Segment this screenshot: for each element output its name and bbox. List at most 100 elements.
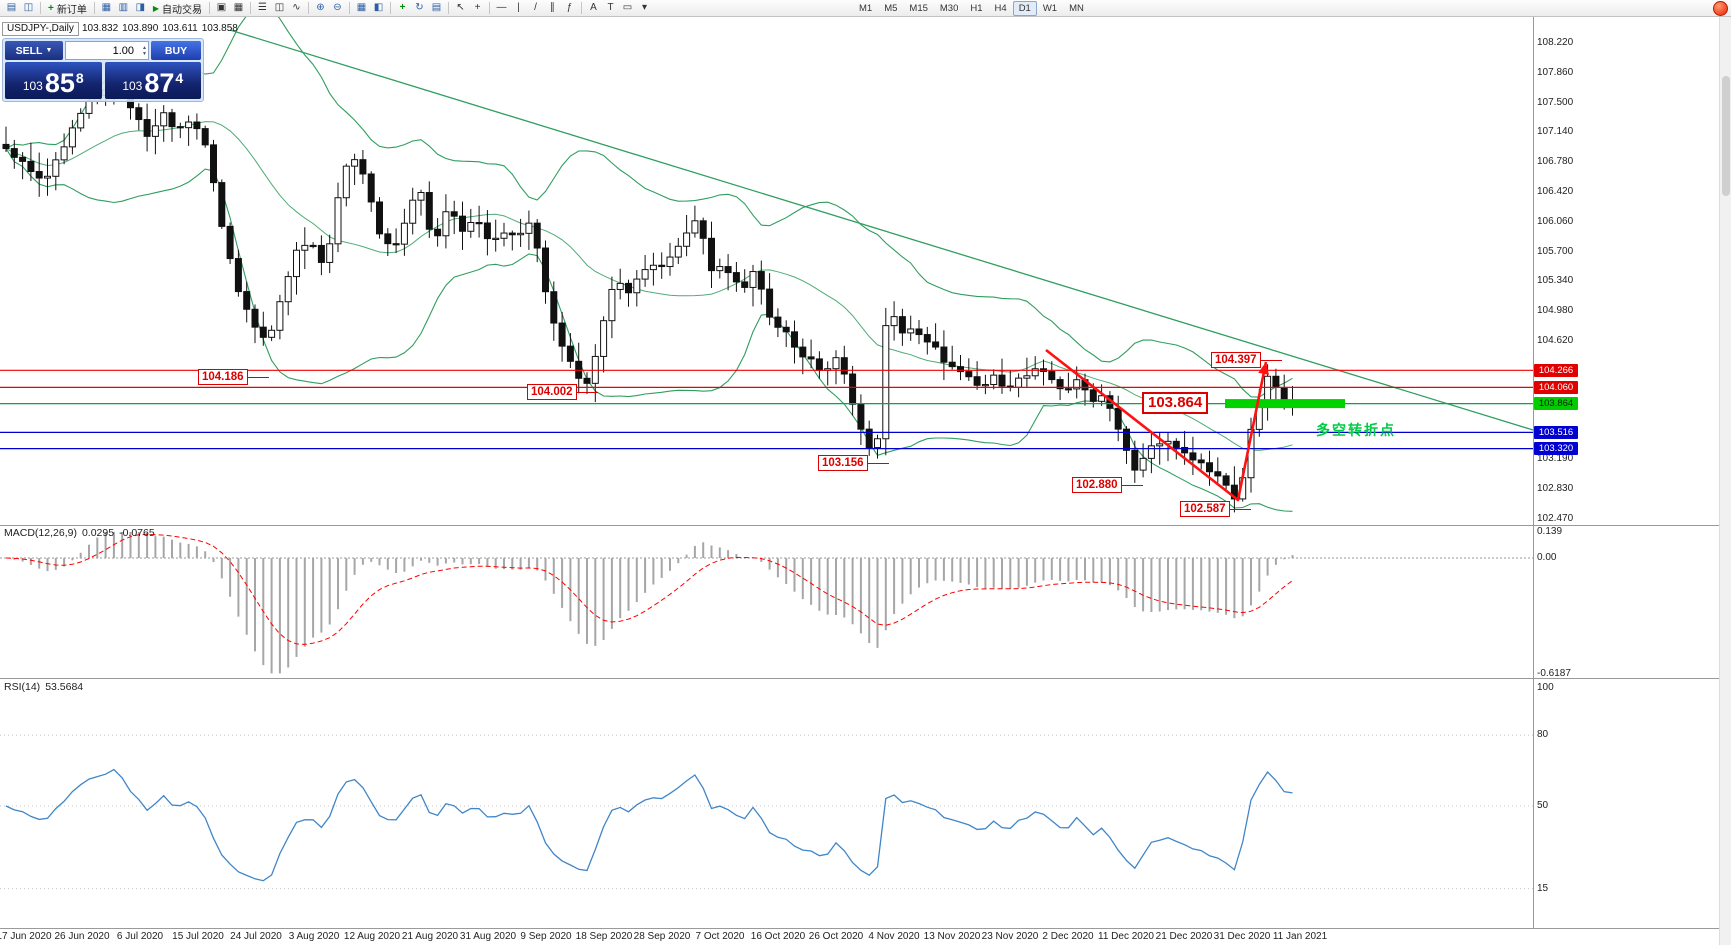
timeframe-m1-button[interactable]: M1 xyxy=(859,2,873,14)
buy-price-figure: 103 xyxy=(122,79,143,93)
buy-price-button[interactable]: 103 87 4 xyxy=(104,62,201,99)
price-callout[interactable]: 104.186 xyxy=(198,369,268,385)
label-tool-icon[interactable]: T xyxy=(607,2,614,13)
data-window-icon[interactable]: ▥ xyxy=(118,2,129,13)
price-axis-tag: 104.266 xyxy=(1534,363,1578,377)
new-order-button[interactable]: + 新订单 xyxy=(44,1,91,16)
notification-icon[interactable] xyxy=(1713,1,1728,16)
tile-windows-icon[interactable]: ▦ xyxy=(233,2,244,13)
date-axis-label: 21 Dec 2020 xyxy=(1155,931,1213,942)
cursor-tool-icon[interactable]: ↖ xyxy=(456,2,465,13)
candles xyxy=(2,67,1296,513)
toolbar-separator xyxy=(40,2,41,14)
cascade-windows-icon[interactable]: ▣ xyxy=(216,2,227,13)
line-chart-type-icon[interactable]: ∿ xyxy=(292,2,301,13)
date-axis-label: 12 Aug 2020 xyxy=(343,931,401,942)
chart-profiles-icon[interactable]: ◫ xyxy=(23,2,34,13)
price-callout[interactable]: 103.156 xyxy=(818,455,888,471)
templates-icon[interactable]: ▤ xyxy=(431,2,442,13)
market-watch-icon[interactable]: ▦ xyxy=(101,2,112,13)
chart-symbol-tab[interactable]: USDJPY-,Daily xyxy=(2,22,79,36)
rsi-indicator-label: RSI(14) 53.5684 xyxy=(4,681,88,693)
candlestick-chart-type-icon[interactable]: ◫ xyxy=(274,2,285,13)
new-chart-icon[interactable]: ▤ xyxy=(6,2,17,13)
price-callout[interactable]: 102.880 xyxy=(1072,477,1142,493)
price-callout[interactable]: 102.587 xyxy=(1180,501,1250,517)
sell-price-button[interactable]: 103 85 8 xyxy=(5,62,102,99)
price-callout[interactable]: 104.002 xyxy=(527,384,597,400)
timeframe-mn-button[interactable]: MN xyxy=(1069,2,1084,14)
rsi-axis-label: 80 xyxy=(1537,729,1549,741)
timeframe-w1-button[interactable]: W1 xyxy=(1042,2,1058,14)
timeframe-d1-button[interactable]: D1 xyxy=(1012,0,1037,16)
fibonacci-tool-icon[interactable]: ƒ xyxy=(566,2,573,13)
toolbar-separator xyxy=(308,2,309,14)
crosshair-tool-icon[interactable]: + xyxy=(474,2,481,13)
toolbar: ▤ ◫ + 新订单 ▦ ▥ ◨ ▶ 自动交易 ▣ ▦ ☰ ◫ ∿ ⊕ ⊖ ▦ ◧ +… xyxy=(0,0,1731,17)
trendline-tool-icon[interactable]: / xyxy=(534,2,537,13)
navigator-icon[interactable]: ◨ xyxy=(135,2,146,13)
scrollbar-thumb[interactable] xyxy=(1722,76,1730,196)
macd-main-value: 0.0295 xyxy=(81,527,115,539)
rsi-line-group xyxy=(0,734,1533,890)
volume-input[interactable] xyxy=(66,43,148,58)
toolbar-separator xyxy=(390,2,391,14)
timeframe-h4-button[interactable]: H4 xyxy=(994,2,1007,14)
plus-icon: + xyxy=(48,2,54,14)
bar-chart-type-icon[interactable]: ☰ xyxy=(258,2,267,13)
indicators-icon[interactable]: + xyxy=(399,2,406,13)
horizontal-levels xyxy=(0,369,1533,450)
price-callout[interactable]: 103.864 xyxy=(1142,392,1209,414)
arrange-charts-icon[interactable]: ◧ xyxy=(373,2,384,13)
vertical-scrollbar[interactable] xyxy=(1719,16,1731,945)
shapes-tool-icon[interactable]: ▭ xyxy=(622,2,633,13)
date-axis-label: 2 Dec 2020 xyxy=(1042,931,1094,942)
timeframe-m5-button[interactable]: M5 xyxy=(884,2,898,14)
timeframe-m15-button[interactable]: M15 xyxy=(909,2,928,14)
text-tool-icon[interactable]: A xyxy=(590,2,597,13)
auto-trade-button[interactable]: ▶ 自动交易 xyxy=(149,1,206,16)
zoom-in-icon[interactable]: ⊕ xyxy=(316,2,325,13)
high-value: 103.890 xyxy=(122,23,159,34)
buy-button[interactable]: BUY xyxy=(151,41,201,60)
zoom-out-icon[interactable]: ⊖ xyxy=(333,2,342,13)
date-axis-label: 18 Sep 2020 xyxy=(575,931,633,942)
macd-signal-line xyxy=(5,533,1293,645)
sell-button[interactable]: SELL ▼ xyxy=(5,41,63,60)
arrows-dropdown-icon[interactable]: ▾ xyxy=(641,2,648,13)
trend-arrow xyxy=(1045,348,1269,502)
volume-field[interactable]: ▲▼ xyxy=(65,41,149,60)
volume-stepper[interactable]: ▲ ▼ xyxy=(142,42,147,59)
date-axis-label: 17 Jun 2020 xyxy=(0,931,52,942)
date-axis-label: 31 Aug 2020 xyxy=(459,931,517,942)
channel-tool-icon[interactable]: ∥ xyxy=(550,2,555,13)
price-axis-label: 107.140 xyxy=(1537,126,1574,138)
step-down-icon[interactable]: ▼ xyxy=(142,50,147,57)
price-axis-label: 108.220 xyxy=(1537,37,1574,48)
open-value: 103.832 xyxy=(82,23,119,34)
date-axis-label: 11 Jan 2021 xyxy=(1272,931,1328,942)
macd-axis-label: 0.00 xyxy=(1537,552,1557,564)
date-axis-label: 9 Sep 2020 xyxy=(520,931,572,942)
rsi-axis-label: 15 xyxy=(1537,882,1549,894)
date-axis-label: 21 Aug 2020 xyxy=(401,931,459,942)
horizontal-line-tool-icon[interactable]: — xyxy=(496,2,507,13)
timeframe-m30-button[interactable]: M30 xyxy=(939,2,959,14)
price-callout[interactable]: 104.397 xyxy=(1211,352,1281,368)
vertical-line-tool-icon[interactable]: | xyxy=(517,2,520,13)
rsi-axis-label: 50 xyxy=(1537,800,1549,811)
turning-point-text[interactable]: 多空转折点 xyxy=(1316,422,1396,438)
periods-icon[interactable]: ↻ xyxy=(415,2,424,13)
price-axis-label: 104.620 xyxy=(1537,335,1574,347)
grid-icon[interactable]: ▦ xyxy=(356,2,367,13)
macd-indicator-label: MACD(12,26,9) 0.0295 -0.0765 xyxy=(4,527,160,539)
price-axis-tag: 103.864 xyxy=(1534,397,1578,411)
timeframe-h1-button[interactable]: H1 xyxy=(970,2,983,14)
price-axis-label: 106.780 xyxy=(1537,156,1574,168)
rsi-name: RSI(14) xyxy=(4,681,41,693)
